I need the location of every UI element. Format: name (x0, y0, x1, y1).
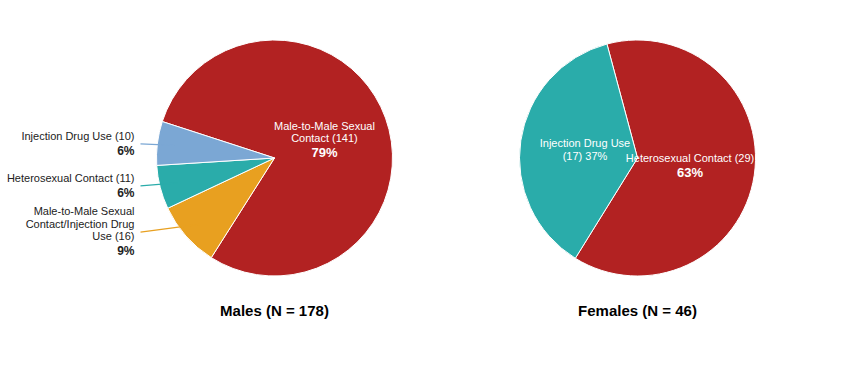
slice-label: Male-to-Male SexualContact/Injection Dru… (26, 205, 135, 242)
leader-line (141, 224, 200, 232)
data-label: 63% (677, 165, 703, 180)
pie: Male-to-Male SexualContact (141)79%Injec… (7, 40, 393, 276)
slices (520, 40, 756, 276)
slice-label-line: Male-to-Male Sexual (34, 205, 135, 217)
data-label: 6% (117, 186, 135, 200)
slice-label-line: Male-to-Male Sexual (274, 120, 375, 132)
slice-label-line: Heterosexual Contact (11) (7, 172, 135, 184)
slice-label-line: Contact/Injection Drug (26, 218, 135, 230)
chart-title: Females (N = 46) (578, 302, 697, 319)
data-label: 6% (117, 144, 135, 158)
labels: Male-to-Male SexualContact (141)79%Injec… (7, 120, 375, 259)
slice-label: Injection Drug Use (10) (21, 130, 134, 142)
leader-line (141, 183, 178, 186)
pie-slice (520, 44, 638, 258)
data-label: 79% (311, 145, 337, 160)
chart-title: Males (N = 178) (220, 302, 329, 319)
slices (157, 40, 393, 276)
slice-label-line: Heterosexual Contact (29) (626, 152, 754, 164)
labels: Heterosexual Contact (29)63% Injection Dr… (540, 137, 755, 179)
slice-label: Heterosexual Contact (11) (7, 172, 135, 184)
slice-label-line: Contact (141) (291, 132, 358, 144)
leader-line (141, 144, 175, 145)
slice-label-line: Use (16) (92, 230, 134, 242)
slice-label: Injection Drug Use(17) 37% (540, 137, 631, 162)
pie-slice (157, 122, 275, 166)
slice-label: Male-to-Male SexualContact (141) (274, 120, 375, 145)
chart-root: Male-to-Male SexualContact (141)79%Injec… (0, 0, 850, 382)
slice-label-line: Injection Drug Use (10) (21, 130, 134, 142)
slice-label: Heterosexual Contact (29) (626, 152, 754, 164)
slice-label-line: (17) 37% (563, 150, 608, 162)
data-label: 9% (117, 244, 135, 258)
slice-label-line: Injection Drug Use (540, 137, 631, 149)
pie: Heterosexual Contact (29)63% Injection Dr… (520, 40, 756, 276)
